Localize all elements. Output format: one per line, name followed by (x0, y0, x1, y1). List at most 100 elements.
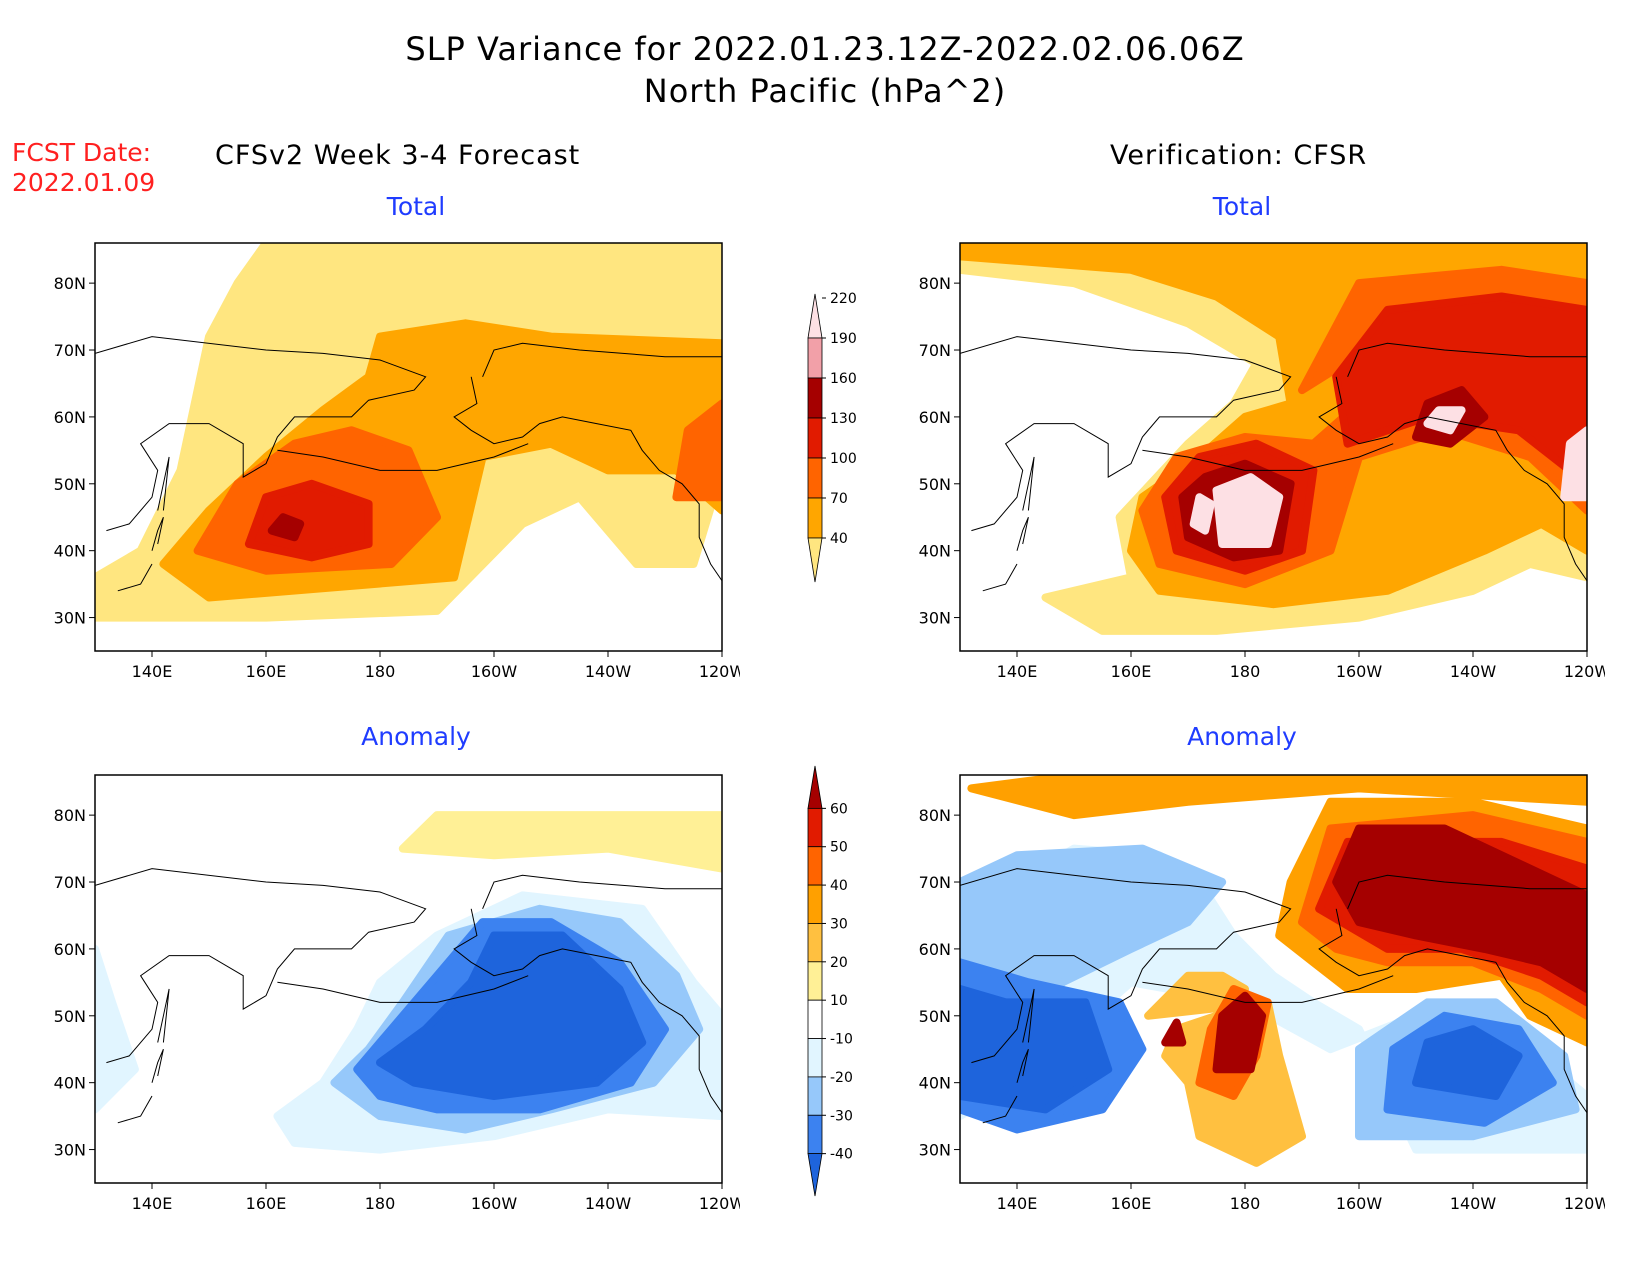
lat-tick-label: 60N (919, 940, 951, 959)
contour-region (960, 985, 1113, 1114)
coastline (1318, 908, 1587, 1114)
lon-tick-label: 160W (471, 1194, 518, 1213)
main-title-line1: SLP Variance for 2022.01.23.12Z-2022.02.… (405, 30, 1245, 68)
contour-region (1212, 991, 1267, 1074)
coastline (960, 868, 1292, 1064)
map-verification-total: 80N 70N 60N 50N 40N 30N 140E 160E 180 160W 140W 120… (919, 242, 1605, 681)
lat-tick-label: 80N (919, 806, 951, 825)
coastline (1142, 443, 1394, 471)
lat-tick-label: 40N (919, 1074, 951, 1093)
colorbar-segment (807, 1038, 823, 1078)
map-frame (959, 774, 1588, 1184)
lon-tick-label: 160E (246, 662, 287, 681)
contour-region (1412, 1025, 1523, 1100)
colorbar-segment (807, 417, 823, 459)
coastline (151, 1049, 164, 1083)
lon-tick-label: 120W (1564, 662, 1605, 681)
lon-tick-label: 160W (471, 662, 518, 681)
lon-tick-label: 140E (132, 1194, 173, 1213)
colorbar-tick-label: 40 (830, 531, 848, 547)
fcst-date-label: FCST Date: (12, 138, 152, 167)
lon-tick-label: 120W (699, 1194, 740, 1213)
colorbar-tick-label: -10 (830, 1032, 853, 1048)
map-frame (94, 242, 723, 652)
colorbar-segment (807, 846, 823, 886)
coastline (117, 1095, 153, 1124)
map-forecast-total: 80N 70N 60N 50N 40N 30N 140E 160E 180 160W 140W 120… (54, 242, 740, 681)
lat-tick-label: 60N (919, 408, 951, 427)
colorbar-segment (807, 884, 823, 924)
colorbar-segment (807, 377, 823, 419)
coastline (1022, 988, 1035, 1043)
colorbar-tick-label: 70 (830, 491, 848, 507)
lon-tick-label: 140W (585, 662, 632, 681)
colorbar-tick-label: 160 (830, 371, 857, 387)
coastline (151, 517, 164, 551)
colorbar-tick-label: 50 (830, 840, 848, 856)
lon-tick-label: 180 (1230, 662, 1261, 681)
lat-tick-label: 30N (919, 609, 951, 628)
colorbar-total: 40 70 100 130 160 190 220 (807, 291, 857, 583)
lon-tick-label: 140W (585, 1194, 632, 1213)
colorbar-segment (807, 337, 823, 379)
coastline (95, 336, 427, 532)
lat-tick-label: 70N (54, 341, 86, 360)
panel-title-forecast-anomaly: Anomaly (361, 722, 471, 751)
colorbar-segment (807, 457, 823, 499)
colorbar-segment (807, 999, 823, 1039)
contour-region (1161, 1018, 1187, 1047)
contour-region (672, 399, 722, 502)
map-verification-anomaly: 80N 70N 60N 50N 40N 30N 140E 160E 180 160W 140W 120… (919, 774, 1605, 1213)
coastline (982, 563, 1018, 592)
contour-region (1212, 473, 1284, 548)
lat-tick-label: 40N (54, 542, 86, 561)
lat-tick-label: 40N (919, 542, 951, 561)
contour-region (95, 944, 139, 1114)
lat-tick-label: 80N (919, 274, 951, 293)
colorbar-segment (807, 497, 823, 539)
colorbar-segment (807, 293, 823, 339)
lat-tick-label: 70N (54, 873, 86, 892)
panel-title-forecast-total: Total (386, 192, 446, 221)
coastline (1318, 376, 1587, 582)
lon-tick-label: 160E (1111, 662, 1152, 681)
lat-tick-label: 50N (919, 1007, 951, 1026)
coastline (453, 376, 722, 582)
coastline (1347, 342, 1587, 377)
colorbar-tick-label: 20 (830, 955, 848, 971)
map-forecast-anomaly: 80N 70N 60N 50N 40N 30N 140E 160E 180 160W 140W 120… (54, 774, 740, 1213)
colorbar-segment (807, 923, 823, 963)
main-title-line2: North Pacific (hPa^2) (643, 72, 1007, 110)
lon-tick-label: 180 (1230, 1194, 1261, 1213)
coastline (482, 874, 722, 909)
colorbar-tick-label: 220 (830, 291, 857, 307)
contour-region (244, 479, 373, 562)
lat-tick-label: 50N (54, 1007, 86, 1026)
lat-tick-label: 40N (54, 1074, 86, 1093)
coastline (982, 1095, 1018, 1124)
lat-tick-label: 80N (54, 806, 86, 825)
lon-tick-label: 140E (997, 1194, 1038, 1213)
lat-tick-label: 50N (54, 475, 86, 494)
map-frame (94, 774, 723, 1184)
lon-tick-label: 160E (1111, 1194, 1152, 1213)
coastline (482, 342, 722, 377)
lat-tick-label: 60N (54, 408, 86, 427)
map-fields (960, 243, 1587, 651)
coastline (277, 443, 529, 471)
coastline (1022, 456, 1035, 511)
lon-tick-label: 140E (132, 662, 173, 681)
colorbar-tick-label: 130 (830, 411, 857, 427)
colorbar-tick-label: -40 (830, 1147, 853, 1163)
coastline (277, 975, 529, 1003)
lat-tick-label: 50N (919, 475, 951, 494)
colorbar-segment (807, 1153, 823, 1197)
lat-tick-label: 30N (919, 1141, 951, 1160)
coastline (1347, 874, 1587, 909)
contour-region (1560, 426, 1587, 502)
colorbar-segment (807, 1114, 823, 1155)
colorbar-tick-label: 30 (830, 916, 848, 932)
lon-tick-label: 180 (365, 662, 396, 681)
lon-tick-label: 140W (1450, 1194, 1497, 1213)
lat-tick-label: 70N (919, 873, 951, 892)
